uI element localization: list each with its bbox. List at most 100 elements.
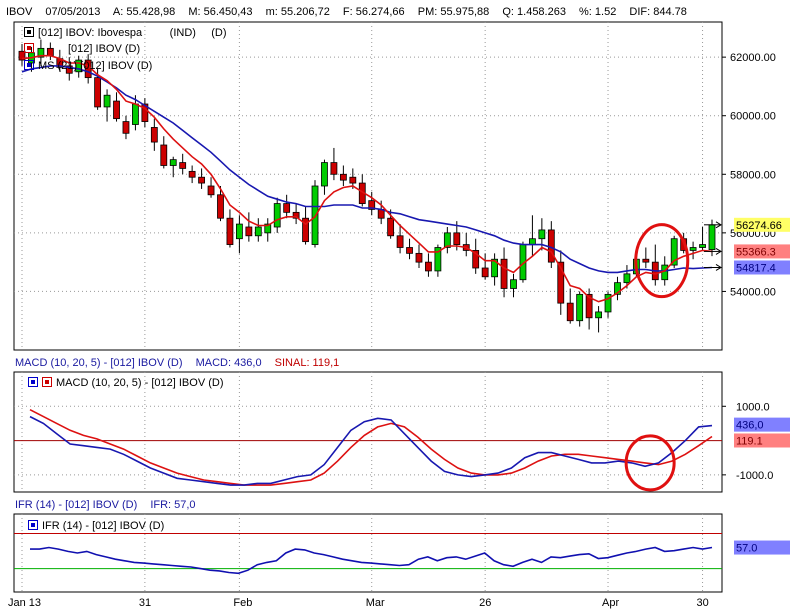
x-tick-label: 31	[139, 597, 151, 609]
panel-frame-2	[13, 371, 723, 493]
ma-short-line	[21, 54, 713, 303]
price-tag-label: 56274.66	[736, 220, 782, 232]
legend-mms[interactable]: MS (21) [012] IBOV (D)	[24, 60, 152, 72]
macd-tag-bg	[734, 433, 790, 448]
candle-body	[670, 238, 678, 266]
macd-title: MACD (10, 20, 5) - [012] IBOV (D)	[15, 357, 183, 369]
candle-body	[566, 302, 574, 322]
x-tick-label: Feb	[233, 597, 252, 609]
qty-value: Q: 1.458.263	[502, 6, 566, 18]
open-value: A: 55.428,98	[112, 6, 176, 18]
candle-body	[481, 267, 489, 278]
candle-body	[113, 100, 120, 120]
candle-body	[500, 258, 508, 289]
candle-body	[75, 59, 83, 73]
legend-macd[interactable]: MACD (10, 20, 5) - [012] IBOV (D)	[28, 377, 224, 389]
candle-body	[18, 50, 26, 61]
price-tag-label: 54817.4	[736, 262, 776, 274]
candle-body	[595, 311, 602, 319]
legend-price[interactable]: [012] IBOV: Ibovespa (IND) (D)	[24, 27, 227, 39]
legend-mme[interactable]: [012] IBOV (D)	[24, 43, 140, 55]
macd-tag-bg	[734, 417, 790, 432]
candle-body	[292, 211, 300, 219]
candle-body	[94, 77, 102, 108]
candle-body	[434, 247, 442, 272]
candle-body	[491, 258, 499, 278]
candle-body	[245, 226, 253, 237]
macd-header: MACD (10, 20, 5) - [012] IBOV (D) MACD: …	[0, 355, 790, 371]
highlight-circle-price	[634, 223, 690, 299]
candle-body	[103, 94, 111, 108]
quote-header: IBOV 07/05/2013 A: 55.428,98 M: 56.450,4…	[0, 4, 790, 20]
legend-ifr[interactable]: IFR (14) - [012] IBOV (D)	[28, 520, 164, 532]
candle-body	[529, 238, 536, 245]
candle-body	[302, 217, 309, 243]
candle-body	[321, 162, 328, 187]
signal-value-label: SINAL: 119,1	[274, 357, 340, 369]
candle-body	[604, 293, 612, 313]
date-label: 07/05/2013	[45, 6, 101, 18]
candle-body	[443, 232, 451, 248]
ifr-tag-bg	[734, 540, 790, 555]
candle-body	[169, 159, 177, 166]
price-series-icon	[24, 27, 34, 37]
candle-body	[132, 103, 139, 125]
y-tick-label-price: 58000.00	[730, 169, 776, 181]
y-tick-label-price: 60000.00	[730, 111, 776, 123]
price-tag-bg	[734, 260, 790, 275]
candle-body	[453, 232, 461, 245]
candle-body	[188, 170, 196, 178]
low-value: m: 55.206,72	[265, 6, 330, 18]
candle-body	[387, 217, 395, 237]
avg-value: PM: 55.975,88	[417, 6, 490, 18]
price-tag-label: 55366.3	[736, 246, 776, 258]
y-tick-label-price: 54000.00	[730, 286, 776, 298]
x-tick-label: Jan 13	[8, 597, 41, 609]
candle-body	[425, 261, 432, 272]
close-value: F: 56.274,66	[342, 6, 405, 18]
candle-body	[538, 229, 546, 240]
candle-body	[226, 217, 234, 245]
candle-body	[510, 279, 517, 289]
candle-body	[585, 293, 593, 319]
candle-body	[207, 185, 215, 196]
candle-body	[330, 162, 338, 175]
price-tag-arrow-icon	[715, 247, 722, 255]
candle-body	[65, 65, 73, 74]
candle-body	[273, 203, 281, 228]
x-tick-label: Apr	[602, 597, 619, 609]
candle-body	[415, 252, 423, 263]
macd-signal-line	[29, 408, 713, 486]
candle-body	[406, 247, 413, 254]
candle-body	[339, 173, 347, 181]
ifr-value-label: IFR: 57,0	[150, 499, 196, 511]
candle-body	[254, 226, 262, 237]
candle-body	[642, 258, 650, 263]
candle-body	[264, 223, 272, 234]
x-tick-label: Mar	[366, 597, 385, 609]
candle-body	[699, 244, 706, 248]
panel-frame-1	[13, 21, 723, 351]
y-tick-label-macd: -1000.0	[736, 470, 773, 482]
candle-body	[623, 273, 631, 284]
ifr-header: IFR (14) - [012] IBOV (D) IFR: 57,0	[0, 497, 790, 513]
panel-frame-3	[13, 513, 723, 593]
ifr-series-icon	[28, 520, 38, 530]
x-tick-label: 26	[479, 597, 491, 609]
candle-body	[368, 200, 376, 210]
highlight-circle-macd	[624, 434, 676, 492]
candle-body	[122, 121, 130, 134]
candle-body	[557, 261, 565, 304]
candle-body	[472, 250, 480, 269]
macd-value-label: MACD: 436,0	[195, 357, 262, 369]
ifr-line	[30, 546, 713, 575]
macd-tag-label: 119.1	[736, 435, 763, 447]
mme-series-icon	[24, 43, 34, 53]
candle-body	[37, 47, 45, 58]
ma-long-line	[21, 65, 713, 274]
signal-series-icon	[42, 377, 52, 387]
y-tick-label-price: 62000.00	[730, 52, 776, 64]
pct-value: %: 1.52	[579, 6, 617, 18]
macd-series-icon	[28, 377, 38, 387]
